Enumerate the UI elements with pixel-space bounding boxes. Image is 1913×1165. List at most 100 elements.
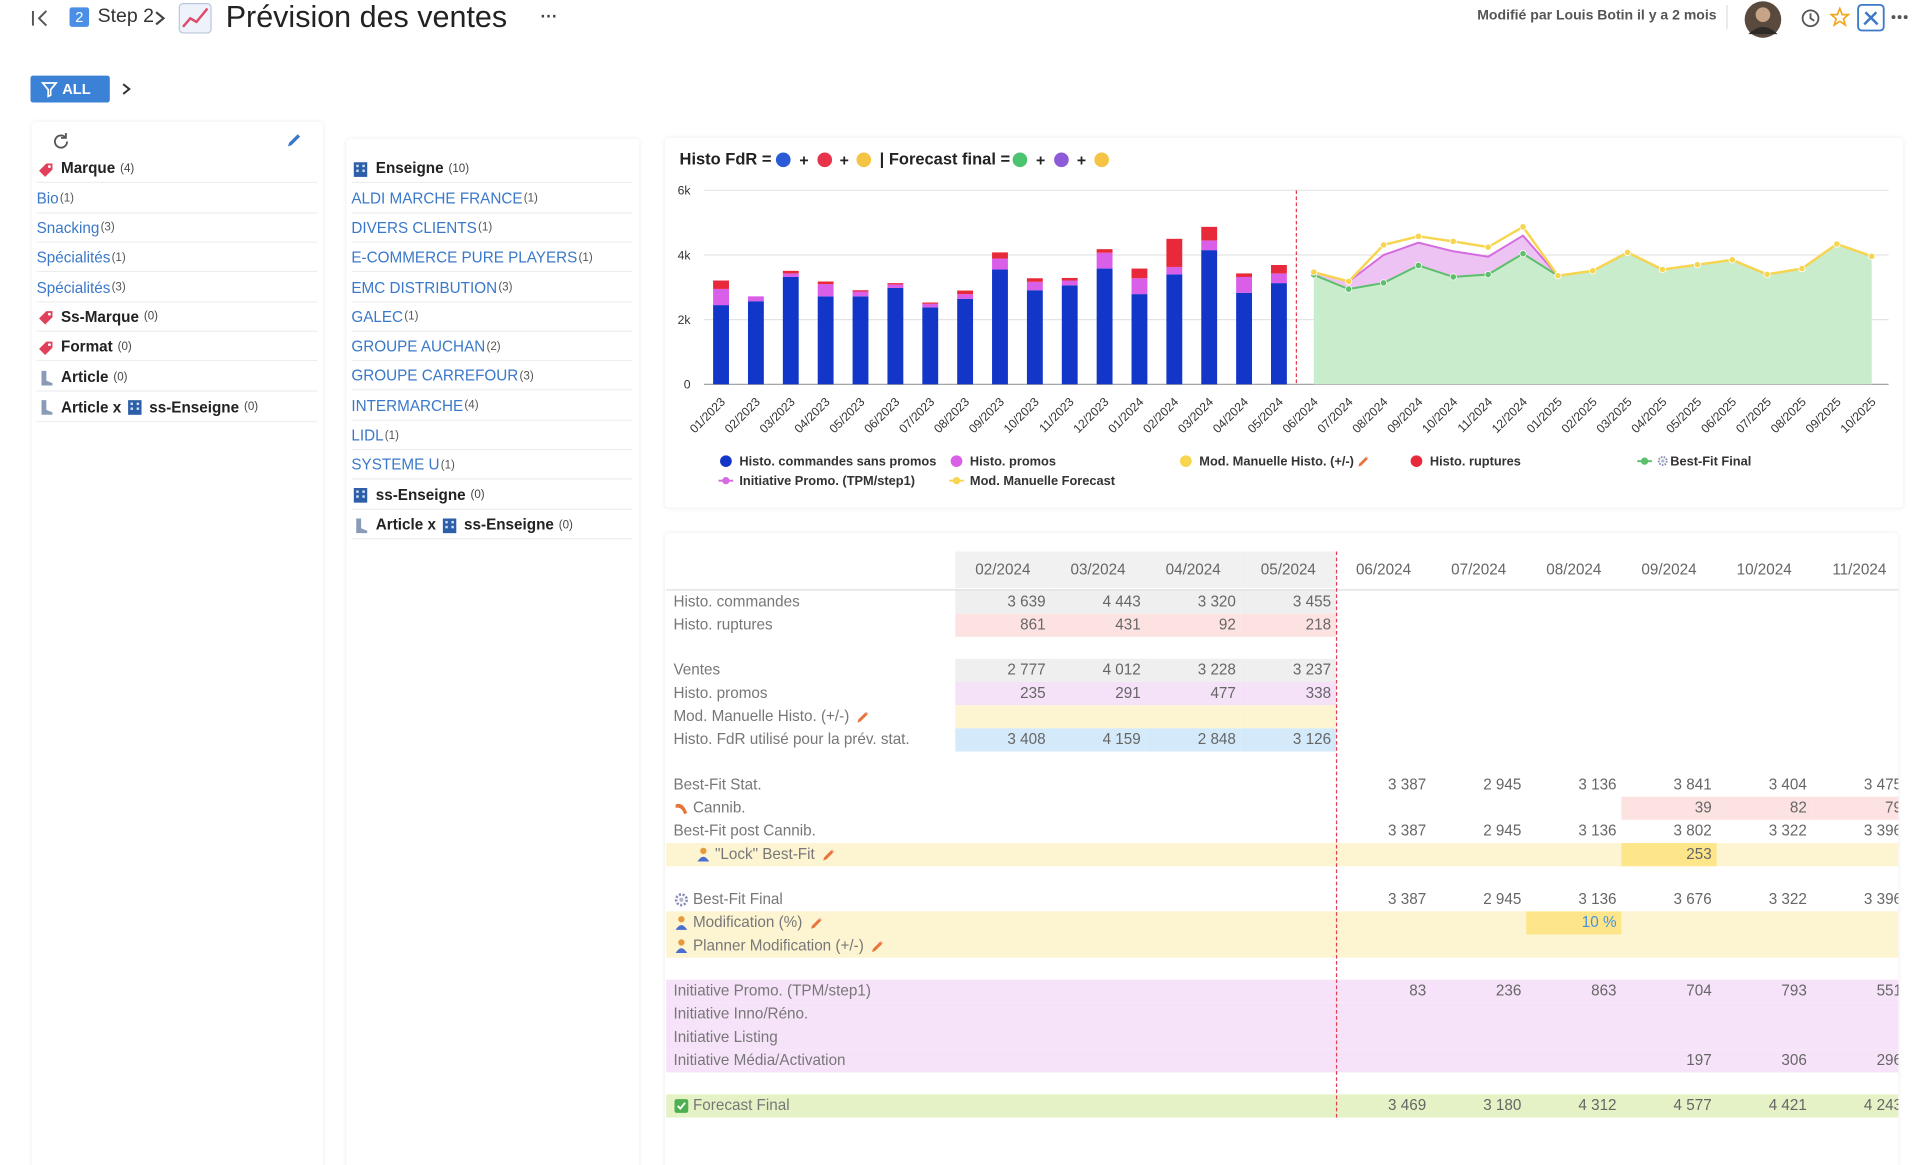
avatar[interactable] <box>1743 0 1784 39</box>
line-point <box>1658 265 1667 274</box>
filter-group-label: ss-Enseigne <box>464 516 554 534</box>
table-cell: 3 136 <box>1578 821 1617 839</box>
row-label-text: Ventes <box>673 661 721 679</box>
filter-option[interactable]: SYSTEME U (1) <box>351 452 632 480</box>
table-cell <box>1146 773 1241 796</box>
filter-option[interactable]: Spécialités (3) <box>36 274 318 302</box>
table-cell: 477 <box>1145 681 1241 705</box>
table-cell <box>1812 911 1899 934</box>
filter-group[interactable]: Enseigne (10) <box>351 155 632 184</box>
bar <box>1026 290 1043 385</box>
step-label[interactable]: Step 2 <box>97 6 155 27</box>
table-cell <box>1241 796 1336 819</box>
filter-option[interactable]: Spécialités (1) <box>36 244 318 273</box>
table-row: Planner Modification (+/-) <box>665 933 1899 958</box>
refresh-icon[interactable] <box>52 132 69 149</box>
favorite-icon[interactable] <box>1828 6 1851 28</box>
row-label-text: Best-Fit Final <box>692 890 783 908</box>
filter-option[interactable]: E-COMMERCE PURE PLAYERS (1) <box>351 244 632 273</box>
filter-count: (0) <box>117 340 132 354</box>
bar <box>1166 238 1183 267</box>
row-label-text: Initiative Listing <box>673 1028 778 1046</box>
filter-count: (3) <box>111 280 126 295</box>
table-cell <box>1241 1049 1336 1072</box>
filter-count: (1) <box>404 310 419 324</box>
bar <box>1166 266 1183 275</box>
line-point <box>1554 272 1562 280</box>
table-row: Best-Fit Final 3 387 2 945 3 136 3 676 3 322 3… <box>665 888 1898 911</box>
tools-icon[interactable] <box>1857 3 1885 32</box>
bar <box>1131 268 1148 279</box>
legend-marker <box>720 455 732 468</box>
table-row: Best-Fit Stat. 3 387 2 945 3 136 3 841 3 404 3… <box>665 773 1898 796</box>
table-cell: 92 <box>1145 613 1241 637</box>
title-dot <box>1012 152 1028 168</box>
filter-option[interactable]: GROUPE CARREFOUR (3) <box>351 363 632 391</box>
history-icon[interactable] <box>1800 7 1822 29</box>
legend-label: Histo. promos <box>970 453 1056 468</box>
row-label: Forecast Final <box>673 1094 790 1117</box>
row-background <box>666 1048 1899 1072</box>
row-label: Histo. commandes <box>673 590 799 613</box>
bar <box>817 284 834 297</box>
bar <box>887 287 904 385</box>
filter-option[interactable]: GALEC (1) <box>351 304 632 332</box>
table-cell <box>1621 705 1716 728</box>
legend-marker <box>1640 457 1649 465</box>
filter-option[interactable]: Bio (1) <box>36 185 318 214</box>
table-cell <box>1812 728 1899 751</box>
filter-group[interactable]: Ss-Marque (0) <box>36 304 318 332</box>
line-point <box>1345 277 1353 286</box>
filter-option[interactable]: INTERMARCHE (4) <box>351 392 632 421</box>
more-icon[interactable] <box>1890 12 1910 22</box>
bar <box>1096 249 1113 253</box>
filter-button[interactable]: ALL <box>30 75 110 103</box>
step-badge: 2 <box>69 7 90 27</box>
filter-group[interactable]: Article (0) <box>36 364 318 392</box>
filter-group[interactable]: Article x ss-Enseigne (0) <box>351 511 632 540</box>
filter-option[interactable]: LIDL (1) <box>351 422 632 451</box>
table-cell: 3 322 <box>1768 890 1807 908</box>
table-cell: 236 <box>1495 981 1522 999</box>
bar <box>817 281 834 285</box>
table-cell: 3 322 <box>1768 821 1807 839</box>
filter-count: (3) <box>519 369 534 383</box>
table-cell <box>1146 1025 1241 1048</box>
row-label-text: Initiative Inno/Réno. <box>673 1005 809 1023</box>
collapse-icon[interactable] <box>29 6 51 30</box>
filter-group[interactable]: Format (0) <box>36 334 318 362</box>
filter-count: (1) <box>59 191 75 206</box>
title-plus: + <box>1077 152 1086 169</box>
table-cell: 3 126 <box>1240 727 1336 751</box>
table-cell <box>1241 773 1336 796</box>
table-row: Initiative Listing <box>665 1025 1899 1049</box>
table-cell <box>1431 796 1526 819</box>
table-cell: 2 945 <box>1483 821 1522 839</box>
filter-group[interactable]: Marque (4) <box>36 155 318 184</box>
row-label: "Lock" Best-Fit <box>695 842 836 865</box>
table-cell: 3 841 <box>1673 775 1712 793</box>
table-cell <box>1812 705 1899 728</box>
table-cell <box>1431 705 1526 728</box>
filter-group-label: Article x <box>375 516 436 534</box>
row-label-text: Mod. Manuelle Histo. (+/-) <box>673 707 850 725</box>
table-cell <box>955 796 1050 819</box>
table-cell <box>955 819 1050 842</box>
title-menu[interactable]: ··· <box>540 6 558 26</box>
filter-option[interactable]: DIVERS CLIENTS (1) <box>351 215 632 243</box>
legend-label: Best-Fit Final <box>1670 453 1751 468</box>
column-header: 08/2024 <box>1546 561 1602 579</box>
filter-option[interactable]: Snacking (3) <box>36 215 318 243</box>
table-cell <box>1146 934 1241 957</box>
filter-chevron[interactable] <box>121 82 133 97</box>
filter-option[interactable]: GROUPE AUCHAN (2) <box>351 333 632 362</box>
filter-option[interactable]: ALDI MARCHE FRANCE (1) <box>351 185 632 214</box>
table-cell <box>955 1049 1050 1072</box>
table-cell <box>1621 681 1716 704</box>
x-tick-label: 06/2023 <box>861 395 902 436</box>
edit-icon[interactable] <box>285 132 302 149</box>
filter-option[interactable]: EMC DISTRIBUTION (3) <box>351 274 632 302</box>
filter-group[interactable]: ss-Enseigne (0) <box>351 481 632 510</box>
filter-group[interactable]: Article x ss-Enseigne (0) <box>36 394 318 422</box>
